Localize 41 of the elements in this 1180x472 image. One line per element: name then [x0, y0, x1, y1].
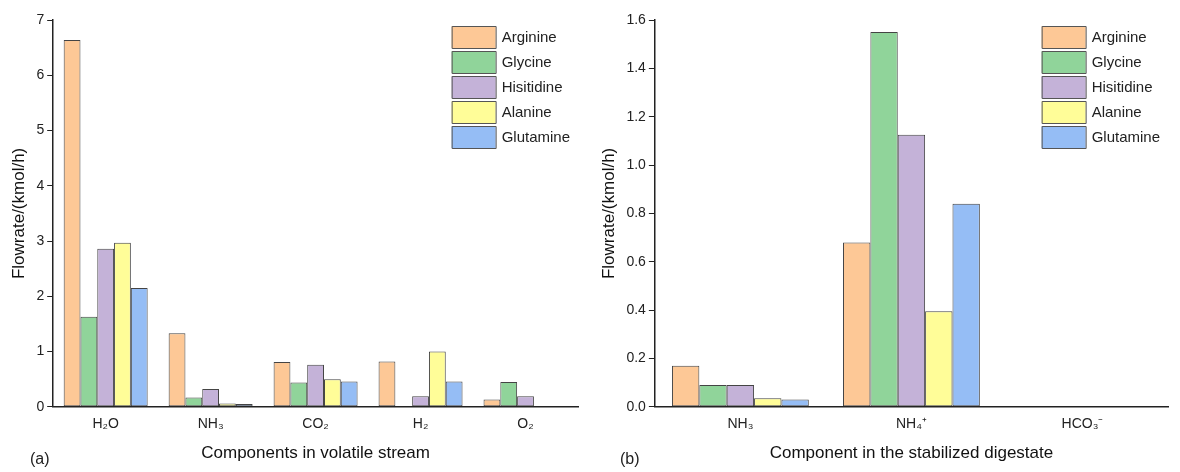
legend-label: Glutamine — [1091, 128, 1161, 146]
legend-label: Arginine — [501, 28, 557, 46]
y-tick-label: 0.0 — [626, 397, 647, 414]
y-tick-label: 5 — [36, 121, 45, 138]
y-tick-label: 0.2 — [626, 349, 647, 366]
y-tick-label: 4 — [36, 176, 45, 193]
legend-label: Glycine — [1091, 53, 1142, 71]
y-tick-label: 2 — [36, 287, 45, 304]
legend-label: Hisitidine — [1091, 78, 1153, 96]
legend-label: Hisitidine — [501, 78, 563, 96]
y-tick-label: 0 — [36, 397, 45, 414]
y-tick-label: 0.8 — [626, 204, 647, 221]
x-tick-label: NH₃ — [197, 415, 224, 432]
y-tick-label: 6 — [36, 66, 45, 83]
y-axis-title: Flowrate/(kmol/h) — [598, 147, 618, 280]
legend-label: Glycine — [501, 53, 552, 71]
legend-label: Alanine — [1091, 103, 1142, 121]
y-tick-label: 1 — [36, 342, 45, 359]
x-tick-label: NH₃ — [727, 415, 754, 432]
y-tick-label: 1.6 — [626, 10, 647, 27]
text: (b) — [620, 450, 640, 468]
x-tick-label: O₂ — [517, 415, 534, 432]
x-tick-label: HCO₃⁻ — [1061, 415, 1104, 432]
legend-label: Alanine — [501, 103, 552, 121]
y-tick-label: 0.6 — [626, 252, 647, 269]
y-tick-label: 1.2 — [626, 107, 647, 124]
y-tick-label: 3 — [36, 231, 45, 248]
x-tick-label: H₂O — [92, 415, 119, 432]
y-tick-label: 7 — [36, 10, 45, 27]
y-tick-label: 1.4 — [626, 59, 647, 76]
x-tick-label: H₂ — [412, 415, 429, 432]
x-tick-label: CO₂ — [302, 415, 329, 432]
y-tick-label: 1.0 — [626, 155, 647, 172]
text: (a) — [30, 450, 50, 468]
legend-label: Glutamine — [501, 128, 571, 146]
x-tick-label: NH₄⁺ — [895, 415, 927, 432]
y-axis-title: Flowrate/(kmol/h) — [8, 147, 28, 280]
x-axis-title: Component in the stabilized digestate — [769, 443, 1054, 463]
y-tick-label: 0.4 — [626, 300, 647, 317]
x-axis-title: Components in volatile stream — [201, 443, 430, 463]
legend-label: Arginine — [1091, 28, 1147, 46]
